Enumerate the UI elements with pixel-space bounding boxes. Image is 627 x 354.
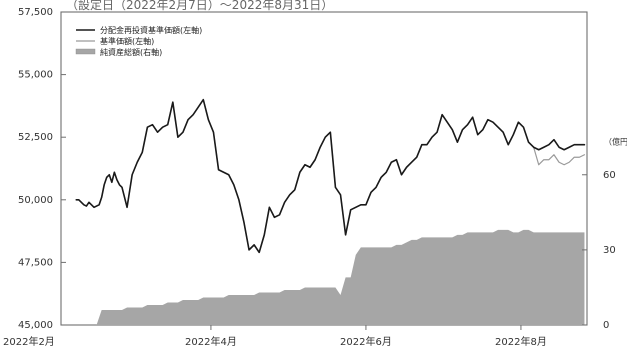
x-axis: 2022年2月 2022年4月 2022年6月 2022年8月: [3, 325, 547, 348]
legend-label: 基準価額(左軸): [100, 36, 154, 46]
right-axis-tick-label: 60: [603, 170, 616, 181]
left-axis-tick-label: 47,500: [18, 257, 53, 268]
left-axis-tick-label: 52,500: [18, 132, 53, 143]
left-axis-tick-label: 50,000: [18, 195, 53, 206]
right-axis-tick-label: 0: [603, 320, 609, 331]
legend-label: 純資産総額(右軸): [100, 47, 162, 57]
legend: 分配金再投資基準価額(左軸)基準価額(左軸)純資産総額(右軸): [75, 25, 202, 57]
x-axis-tick-label: 2022年8月: [495, 335, 547, 348]
left-axis-tick-label: 55,000: [18, 70, 53, 81]
right-axis-tick-label: 30: [603, 245, 616, 256]
right-axis: 0 30 60 （億円）: [582, 137, 627, 331]
right-axis-unit-label: （億円）: [604, 137, 627, 147]
chart-title: （設定日（2022年2月7日）～2022年8月31日）: [66, 0, 333, 12]
legend-swatch-area: [75, 48, 96, 55]
x-axis-tick-label: 2022年6月: [340, 335, 392, 348]
left-axis-tick-label: 45,000: [18, 320, 53, 331]
reinvested-nav-line: [75, 98, 586, 254]
nav-line: [75, 99, 586, 253]
left-axis: 45,000 47,500 50,000 52,500 55,000 57,500: [18, 7, 66, 331]
x-axis-tick-label: 2022年4月: [185, 335, 237, 348]
line-layer: [75, 98, 586, 254]
left-axis-tick-label: 57,500: [18, 7, 53, 18]
legend-label: 分配金再投資基準価額(左軸): [100, 25, 202, 35]
area-layer: [61, 229, 585, 325]
x-axis-tick-label: 2022年2月: [3, 335, 55, 348]
net-assets-area: [61, 229, 585, 325]
